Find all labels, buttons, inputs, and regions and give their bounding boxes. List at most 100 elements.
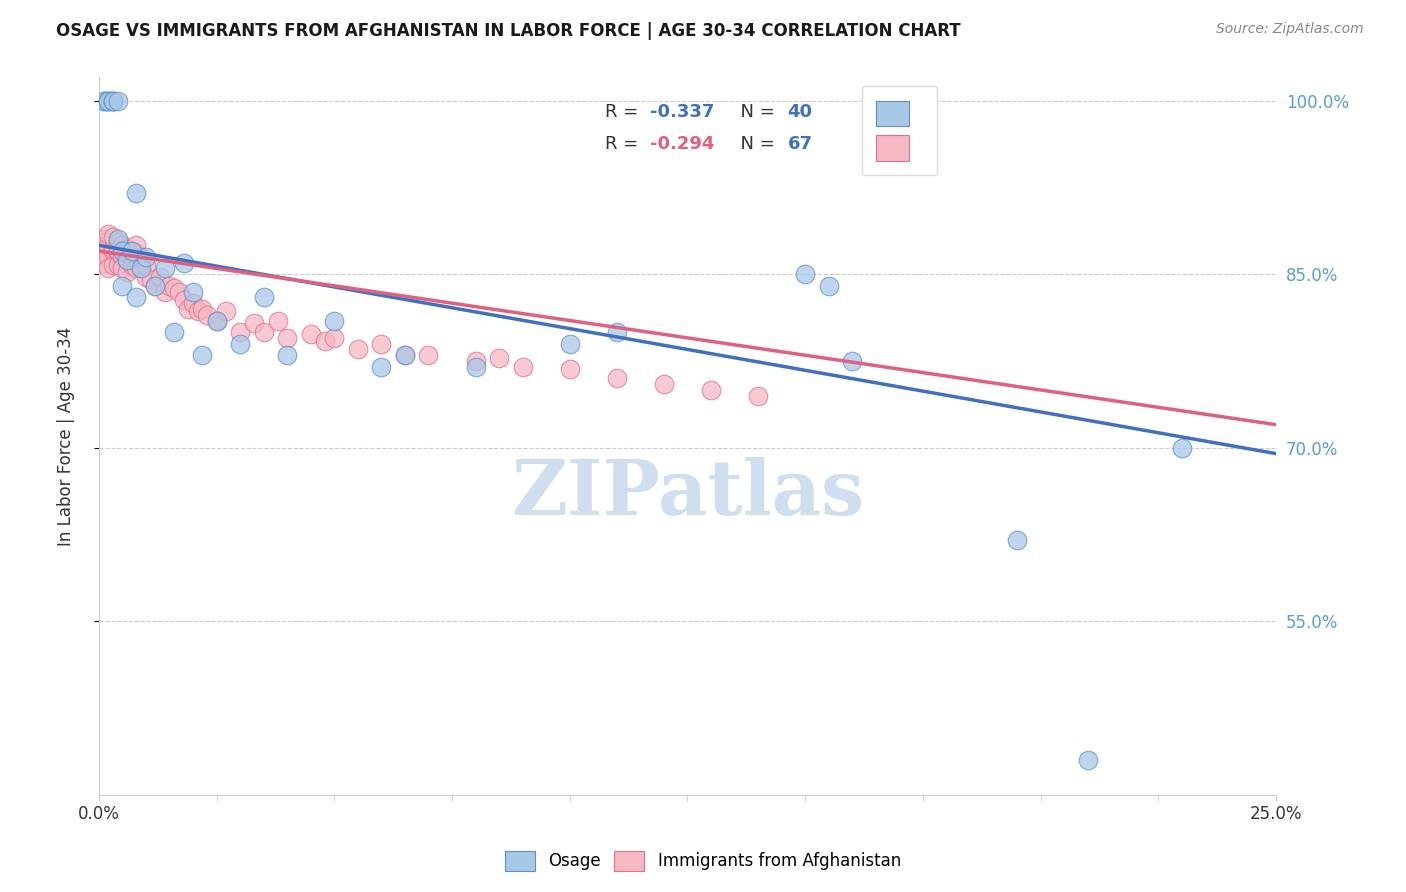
Point (107, 235, 129, 249)
Point (107, 232, 129, 246)
Point (101, 94, 124, 108)
Point (125, 246, 148, 260)
Point (107, 246, 129, 260)
Point (167, 285, 190, 299)
Point (97, 94, 120, 108)
Point (101, 94, 124, 108)
Point (97, 250, 120, 264)
Point (121, 244, 143, 258)
Point (97, 261, 120, 276)
Point (558, 336, 581, 351)
Point (215, 304, 238, 318)
Point (299, 327, 322, 342)
Point (125, 186, 148, 201)
Point (111, 261, 134, 276)
Point (346, 343, 368, 357)
Point (111, 244, 134, 258)
Point (139, 273, 162, 287)
Point (488, 351, 510, 365)
Text: R =: R = (605, 135, 644, 153)
Text: N =: N = (728, 135, 780, 153)
Point (394, 348, 416, 362)
Text: N =: N = (728, 103, 780, 120)
Point (173, 255, 195, 269)
Text: 40: 40 (787, 103, 813, 120)
Point (143, 278, 166, 293)
Point (115, 253, 138, 268)
Point (115, 265, 138, 279)
Point (125, 290, 148, 304)
Point (101, 244, 124, 258)
Point (121, 250, 143, 264)
Point (464, 359, 486, 374)
Point (252, 325, 274, 339)
Point (314, 334, 336, 349)
Point (107, 94, 129, 108)
Point (652, 377, 675, 392)
Point (93, 244, 115, 258)
Text: Source: ZipAtlas.com: Source: ZipAtlas.com (1216, 22, 1364, 37)
Point (205, 313, 228, 327)
Point (125, 238, 148, 252)
Text: -0.294: -0.294 (650, 135, 714, 153)
Point (243, 316, 266, 330)
Point (276, 331, 298, 345)
Point (125, 261, 148, 276)
Point (153, 261, 176, 276)
Point (181, 285, 204, 299)
Point (163, 325, 186, 339)
Point (747, 389, 769, 403)
Point (163, 281, 186, 295)
Point (418, 348, 440, 362)
Legend: , : , (862, 87, 938, 176)
Point (101, 230, 124, 244)
Text: 67: 67 (787, 135, 813, 153)
Point (93, 94, 115, 108)
Point (323, 331, 346, 345)
Point (252, 290, 274, 304)
Point (97, 238, 120, 252)
Point (464, 354, 486, 368)
Point (129, 261, 152, 276)
Point (205, 313, 228, 327)
Point (195, 308, 218, 322)
Point (111, 238, 134, 252)
Point (101, 258, 124, 272)
Point (115, 242, 138, 256)
Point (143, 278, 166, 293)
Legend: Osage, Immigrants from Afghanistan: Osage, Immigrants from Afghanistan (496, 842, 910, 880)
Point (93, 94, 115, 108)
Point (97, 94, 120, 108)
Point (93, 232, 115, 246)
Point (229, 325, 252, 339)
Point (111, 278, 134, 293)
Point (159, 278, 181, 293)
Point (606, 325, 628, 339)
Text: OSAGE VS IMMIGRANTS FROM AFGHANISTAN IN LABOR FORCE | AGE 30-34 CORRELATION CHAR: OSAGE VS IMMIGRANTS FROM AFGHANISTAN IN … (56, 22, 960, 40)
Point (181, 296, 204, 310)
Point (153, 285, 176, 299)
Point (558, 362, 581, 376)
Point (370, 336, 392, 351)
Y-axis label: In Labor Force | Age 30-34: In Labor Force | Age 30-34 (58, 326, 75, 546)
Point (229, 336, 252, 351)
Point (191, 348, 214, 362)
Point (177, 301, 200, 316)
Point (97, 94, 120, 108)
Point (173, 293, 195, 307)
Point (370, 359, 392, 374)
Point (187, 304, 209, 318)
Point (394, 348, 416, 362)
Point (121, 258, 143, 272)
Point (817, 278, 839, 293)
Point (101, 242, 124, 256)
Point (267, 313, 290, 327)
Point (149, 269, 172, 284)
Point (276, 348, 298, 362)
Point (323, 313, 346, 327)
Point (121, 244, 143, 258)
Point (129, 261, 152, 276)
Point (135, 258, 157, 272)
Point (93, 255, 115, 269)
Text: ZIPatlas: ZIPatlas (510, 457, 865, 531)
